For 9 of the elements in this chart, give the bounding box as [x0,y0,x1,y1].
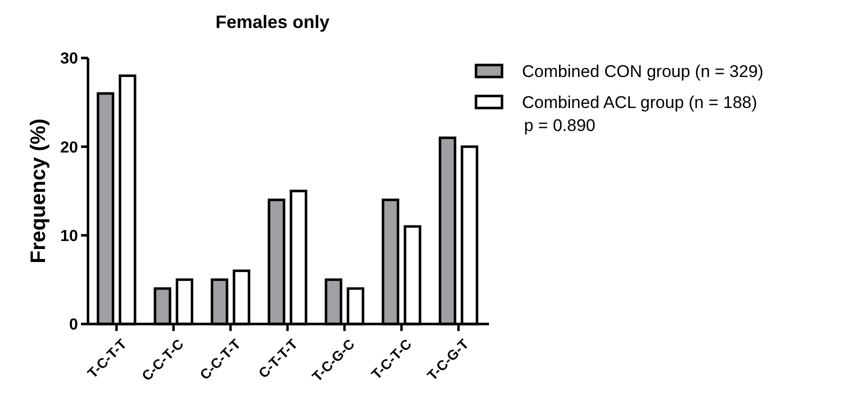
chart-title: Females only [215,12,330,32]
y-axis-title: Frequency (%) [27,118,50,264]
y-tick-label: 0 [69,316,78,334]
legend-label: Combined CON group (n = 329) [522,62,764,81]
y-tick-label: 20 [60,139,78,156]
text: p = 0.890 [524,116,596,135]
legend-label: Combined ACL group (n = 188) [522,92,758,112]
y-tick-label: 10 [60,228,78,245]
y-tick-label: 30 [60,50,78,68]
